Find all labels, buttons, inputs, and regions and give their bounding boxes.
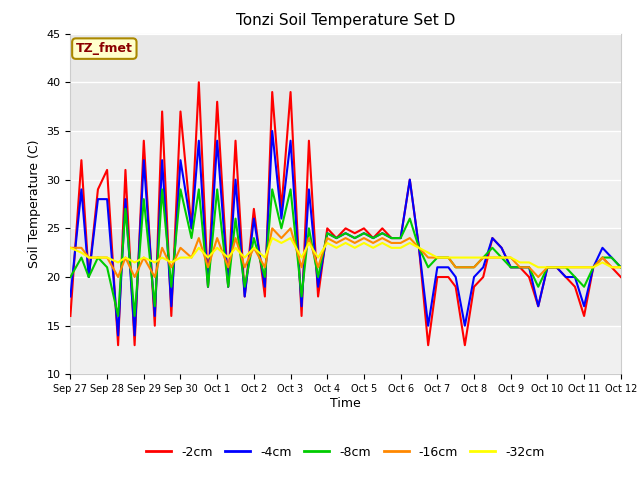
Y-axis label: Soil Temperature (C): Soil Temperature (C) xyxy=(28,140,41,268)
Title: Tonzi Soil Temperature Set D: Tonzi Soil Temperature Set D xyxy=(236,13,455,28)
Legend: -2cm, -4cm, -8cm, -16cm, -32cm: -2cm, -4cm, -8cm, -16cm, -32cm xyxy=(141,441,550,464)
X-axis label: Time: Time xyxy=(330,397,361,410)
Bar xyxy=(70,34,621,131)
Text: TZ_fmet: TZ_fmet xyxy=(76,42,132,55)
Bar xyxy=(70,228,621,326)
Bar xyxy=(70,131,621,228)
Bar xyxy=(70,326,621,374)
